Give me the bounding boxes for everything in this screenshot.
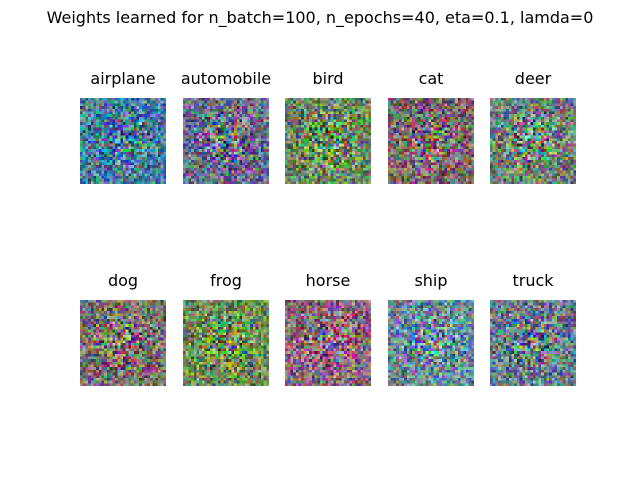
panel-title: automobile — [180, 69, 272, 88]
weight-image-truck — [490, 300, 576, 386]
weight-image-bird — [285, 98, 371, 184]
panel-title: frog — [210, 271, 242, 290]
weight-image-frog — [183, 300, 269, 386]
weight-image-ship — [388, 300, 474, 386]
weight-image-automobile — [183, 98, 269, 184]
panel-title: ship — [414, 271, 448, 290]
panel-title: bird — [312, 69, 344, 88]
panel-title: cat — [418, 69, 444, 88]
weight-image-airplane — [80, 98, 166, 184]
panel-title: dog — [107, 271, 139, 290]
panel-title: airplane — [90, 69, 156, 88]
panel-title: deer — [514, 69, 552, 88]
weight-image-dog — [80, 300, 166, 386]
weight-image-horse — [285, 300, 371, 386]
panel-title: horse — [305, 271, 351, 290]
figure-title: Weights learned for n_batch=100, n_epoch… — [46, 8, 594, 27]
weight-image-deer — [490, 98, 576, 184]
panel-title: truck — [512, 271, 554, 290]
weight-image-cat — [388, 98, 474, 184]
